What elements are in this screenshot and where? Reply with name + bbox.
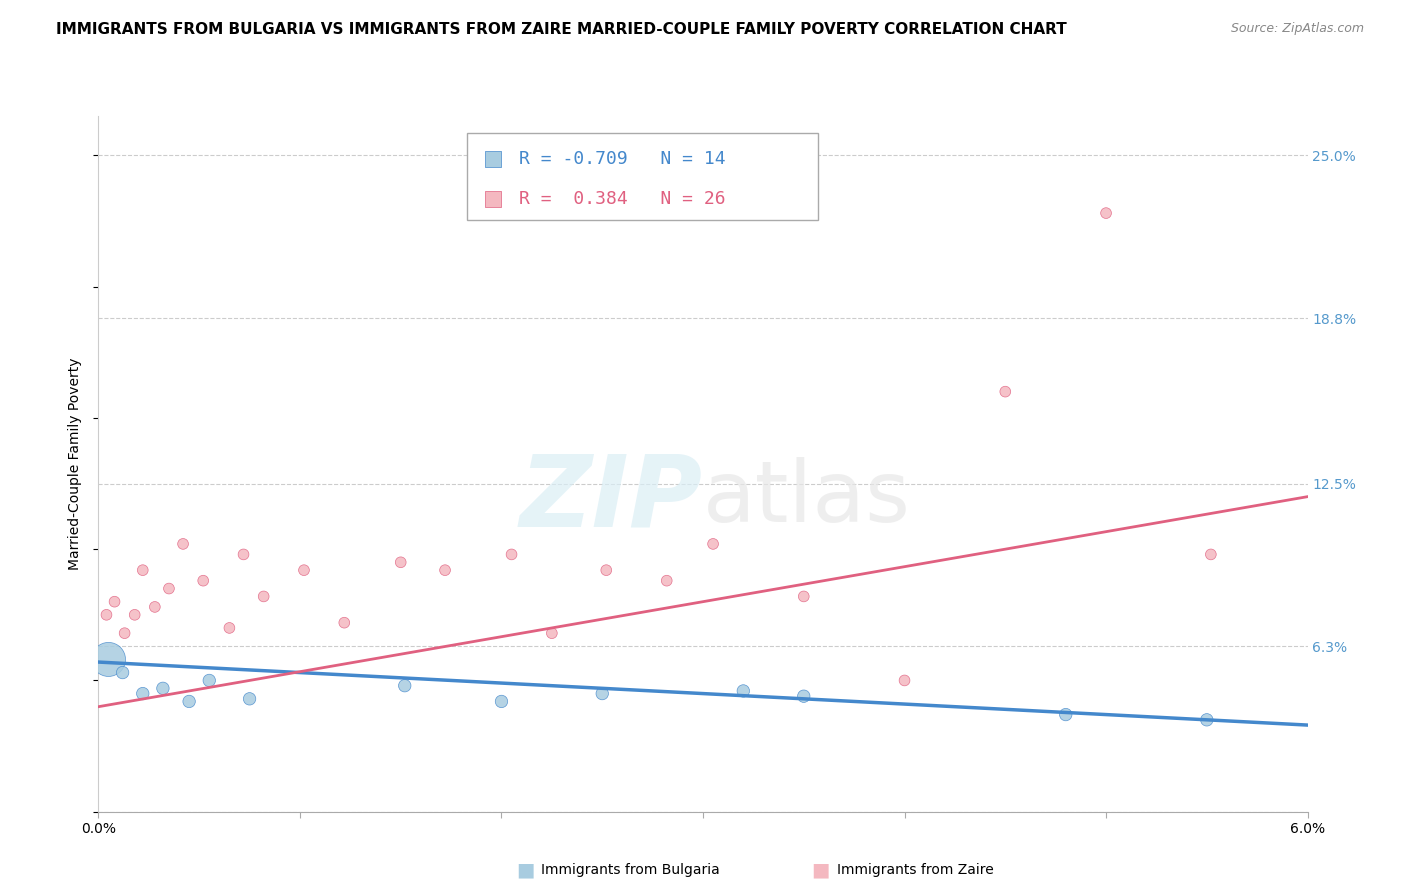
Point (793, 590, 815, 604)
Point (733, 684, 755, 698)
Text: Source: ZipAtlas.com: Source: ZipAtlas.com (1230, 22, 1364, 36)
Text: atlas: atlas (703, 457, 911, 541)
Text: ZIP: ZIP (520, 450, 703, 547)
Point (193, 574, 215, 588)
Text: R =  0.384   N = 26: R = 0.384 N = 26 (519, 190, 725, 208)
Point (253, 590, 276, 604)
Point (893, 673, 915, 688)
Point (239, 691, 262, 706)
Point (179, 694, 201, 708)
Point (333, 615, 356, 630)
Point (172, 537, 194, 551)
Point (152, 681, 174, 696)
Point (97, 652, 120, 666)
Point (103, 595, 125, 609)
Point (540, 626, 562, 640)
Point (501, 548, 523, 562)
Point (111, 665, 134, 680)
Point (1095, 206, 1118, 220)
Point (218, 621, 240, 635)
Point (394, 679, 416, 693)
Point (793, 689, 815, 703)
Point (591, 687, 613, 701)
Point (389, 555, 412, 569)
Point (655, 574, 678, 588)
Point (198, 673, 221, 688)
Text: ■: ■ (516, 860, 534, 880)
Point (232, 548, 254, 562)
Point (292, 563, 315, 577)
Point (702, 537, 724, 551)
Text: Immigrants from Bulgaria: Immigrants from Bulgaria (541, 863, 720, 877)
Point (132, 687, 155, 701)
Point (124, 607, 146, 622)
Point (994, 384, 1017, 399)
Text: Immigrants from Zaire: Immigrants from Zaire (837, 863, 993, 877)
Point (153, 781, 176, 796)
Point (1199, 548, 1222, 562)
Point (1054, 707, 1077, 722)
Point (96, 607, 118, 622)
Text: ■: ■ (811, 860, 830, 880)
Text: R = -0.709   N = 14: R = -0.709 N = 14 (519, 150, 725, 169)
Text: IMMIGRANTS FROM BULGARIA VS IMMIGRANTS FROM ZAIRE MARRIED-COUPLE FAMILY POVERTY : IMMIGRANTS FROM BULGARIA VS IMMIGRANTS F… (56, 22, 1067, 37)
Point (132, 563, 155, 577)
Point (157, 582, 180, 596)
Point (153, 780, 176, 794)
FancyBboxPatch shape (467, 134, 818, 220)
Point (595, 563, 617, 577)
Point (114, 626, 136, 640)
Point (491, 694, 513, 708)
Point (143, 599, 166, 614)
Y-axis label: Married-Couple Family Poverty: Married-Couple Family Poverty (69, 358, 83, 570)
Point (434, 563, 457, 577)
Point (1195, 713, 1218, 727)
